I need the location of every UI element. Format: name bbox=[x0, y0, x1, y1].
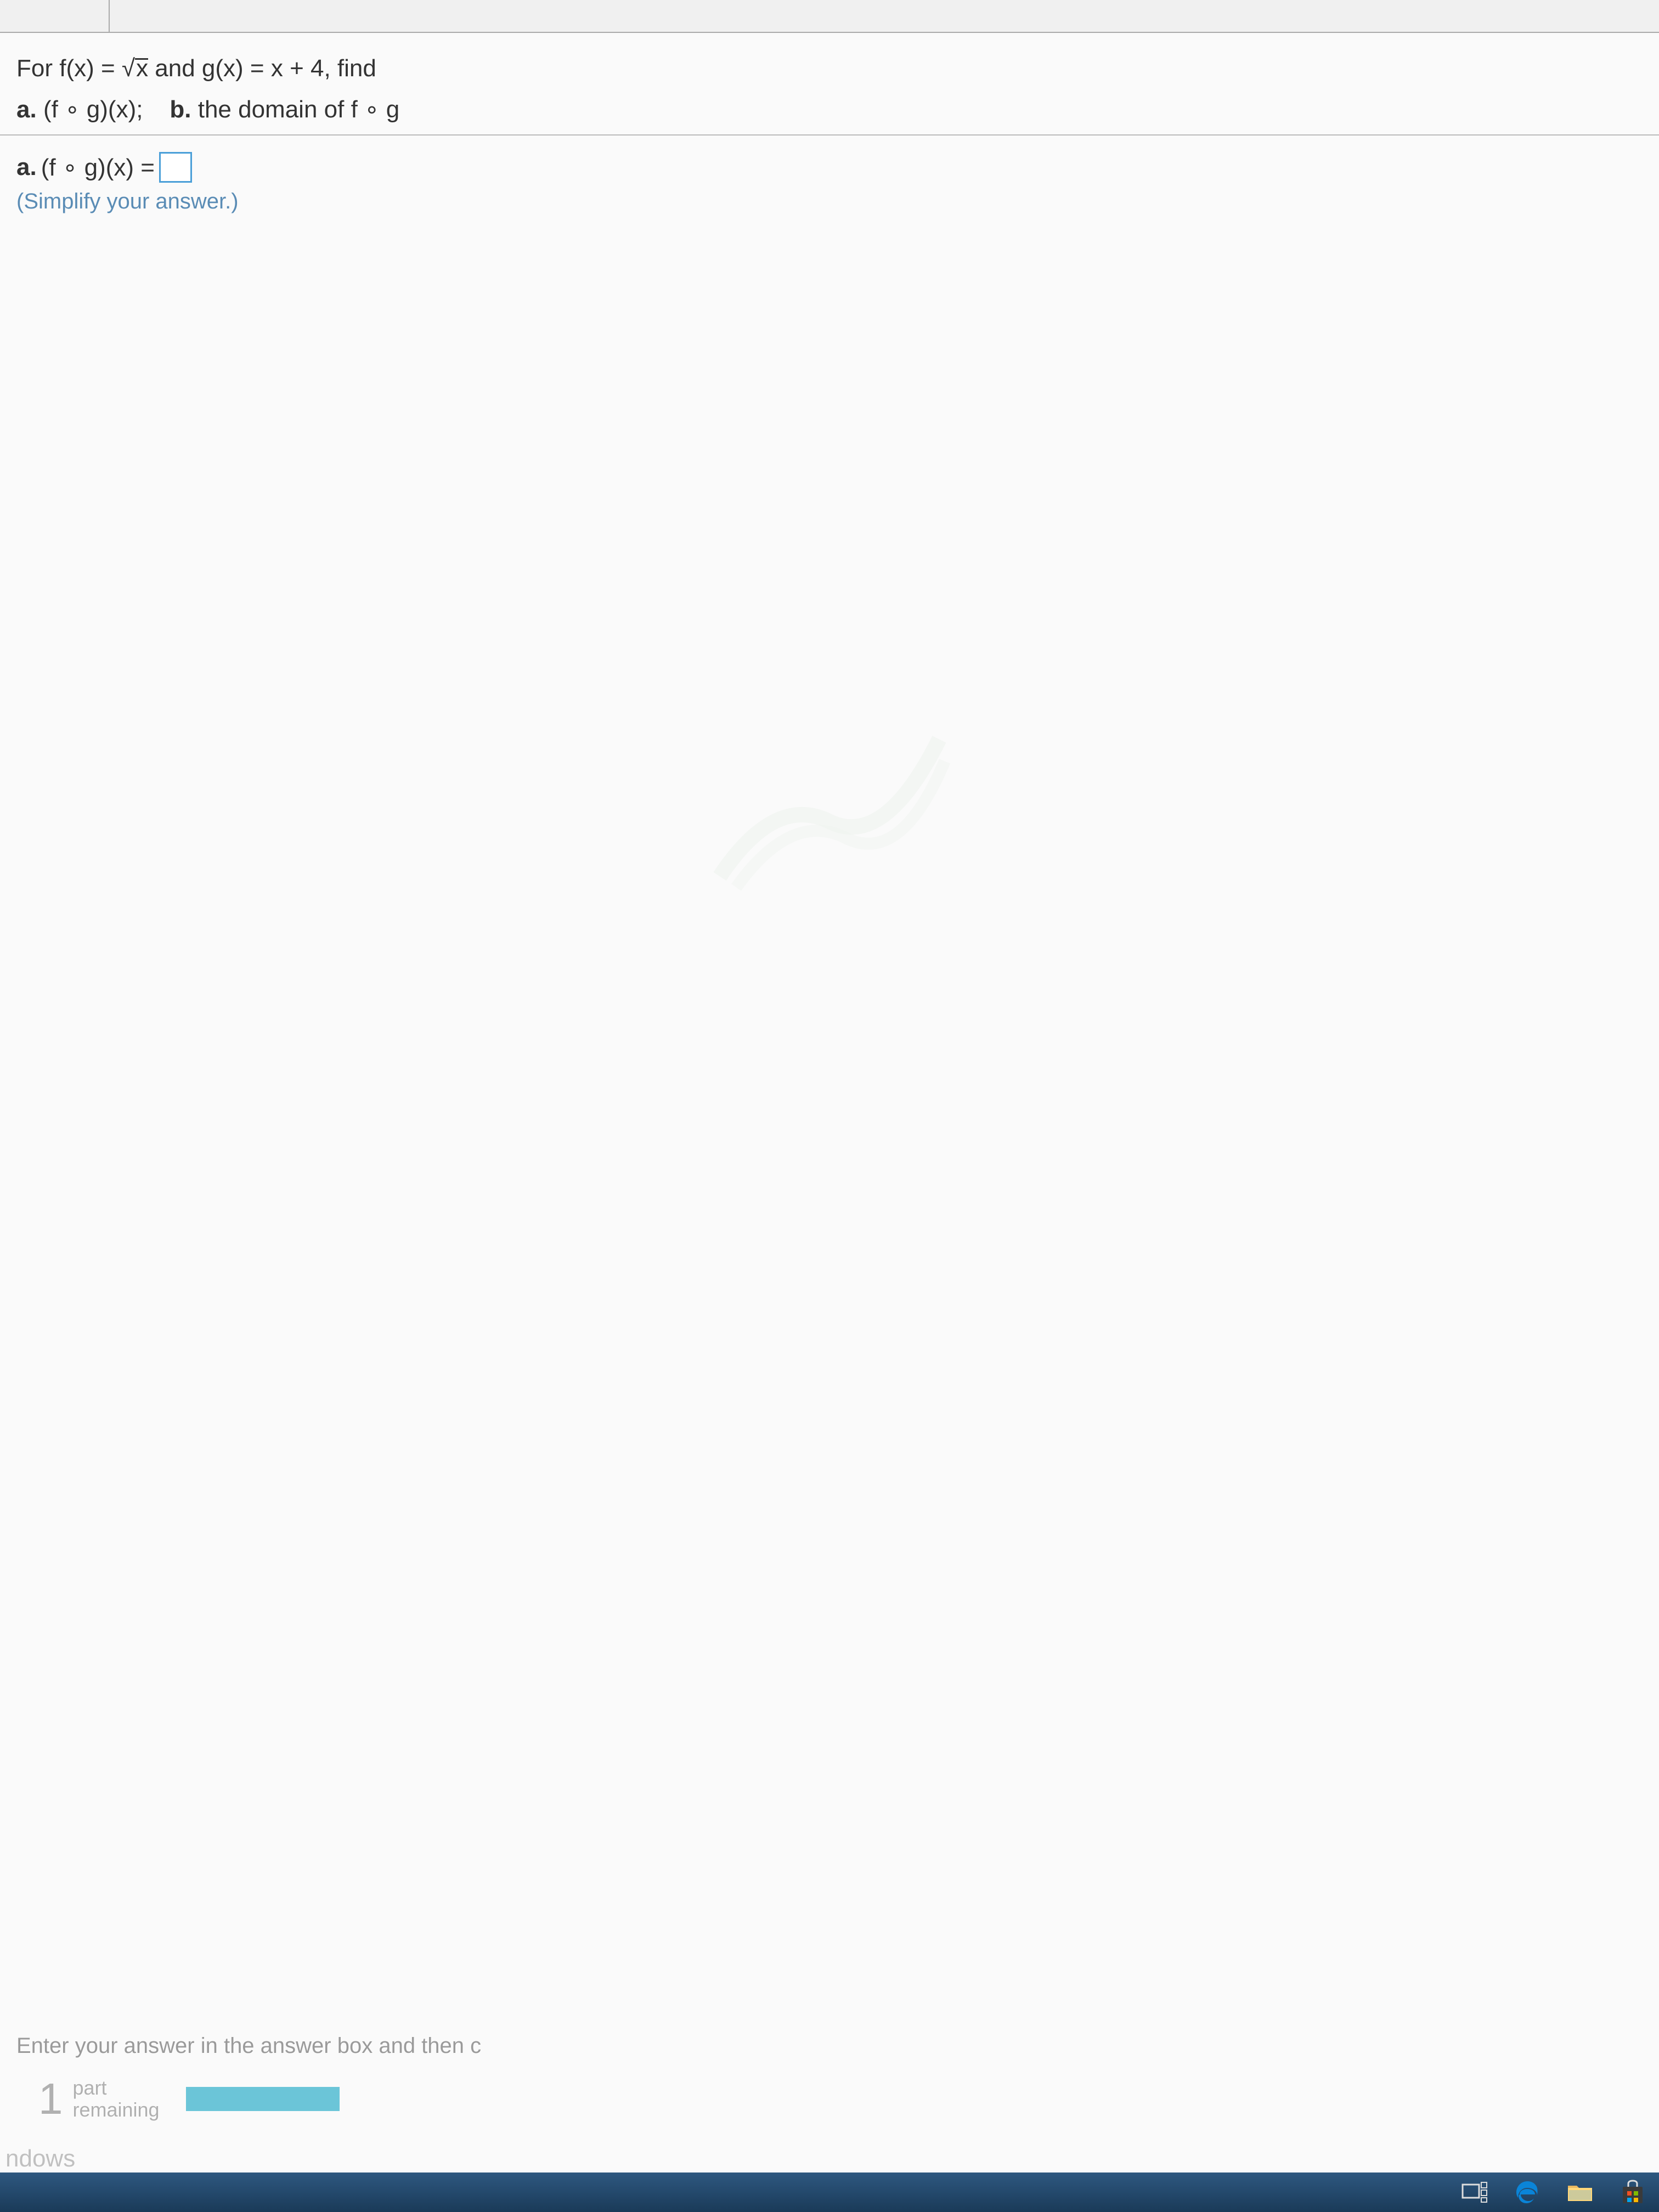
part-a-text: (f ∘ g)(x); bbox=[43, 96, 143, 123]
parts-line1: part bbox=[73, 2077, 160, 2099]
top-divider bbox=[0, 0, 110, 32]
problem-statement: For f(x) = √x and g(x) = x + 4, find a. … bbox=[0, 33, 1659, 136]
answer-part-a: a. (f ∘ g)(x) = bbox=[16, 152, 1643, 183]
parts-text: part remaining bbox=[73, 2077, 160, 2120]
answer-section: a. (f ∘ g)(x) = (Simplify your answer.) bbox=[0, 136, 1659, 225]
watermark-logo bbox=[692, 685, 967, 907]
parts-count: 1 bbox=[38, 2074, 63, 2124]
part-b-text: the domain of f ∘ g bbox=[198, 96, 400, 123]
file-explorer-icon[interactable] bbox=[1565, 2177, 1595, 2208]
task-view-icon[interactable] bbox=[1459, 2177, 1490, 2208]
problem-prefix: For f(x) = bbox=[16, 55, 122, 82]
parts-remaining: 1 part remaining bbox=[38, 2074, 340, 2124]
main-content: For f(x) = √x and g(x) = x + 4, find a. … bbox=[0, 33, 1659, 2212]
radical-icon: √ bbox=[122, 55, 135, 82]
microsoft-store-icon[interactable] bbox=[1617, 2177, 1648, 2208]
taskbar bbox=[0, 2172, 1659, 2212]
problem-mid: and g(x) = x + 4, find bbox=[148, 55, 376, 82]
problem-line-1: For f(x) = √x and g(x) = x + 4, find bbox=[16, 55, 1643, 82]
problem-line-2: a. (f ∘ g)(x); b. the domain of f ∘ g bbox=[16, 95, 1643, 123]
answer-expression: (f ∘ g)(x) = bbox=[41, 154, 155, 182]
simplify-hint: (Simplify your answer.) bbox=[16, 189, 1643, 214]
top-header-strip bbox=[0, 0, 1659, 33]
answer-input[interactable] bbox=[159, 152, 192, 183]
progress-bar bbox=[186, 2087, 340, 2111]
enter-answer-prompt: Enter your answer in the answer box and … bbox=[16, 2034, 1659, 2058]
parts-line2: remaining bbox=[73, 2099, 160, 2121]
windows-watermark-text: ndows bbox=[0, 2145, 75, 2172]
part-a-label: a. bbox=[16, 96, 37, 123]
edge-browser-icon[interactable] bbox=[1512, 2177, 1543, 2208]
part-b-label: b. bbox=[170, 96, 191, 123]
answer-a-label: a. bbox=[16, 154, 37, 181]
sqrt-expression: √x bbox=[122, 55, 148, 82]
